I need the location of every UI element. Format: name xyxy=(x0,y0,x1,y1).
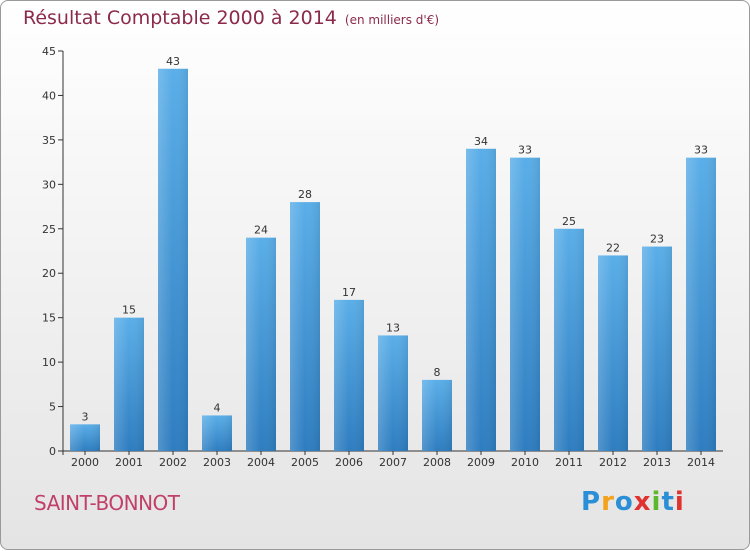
x-tick-label: 2000 xyxy=(71,456,99,469)
x-tick-label: 2010 xyxy=(511,456,539,469)
labels: 3 15 43 4 24 28 17 13 8 34 33 25 22 23 33 xyxy=(82,55,709,424)
logo-letter-1: r xyxy=(601,487,615,517)
x-tick-label: 2004 xyxy=(247,456,275,469)
bar-value-label: 23 xyxy=(650,233,664,246)
bar-shine-2006 xyxy=(334,299,364,451)
y-tick-label: 5 xyxy=(49,401,56,414)
logo-letter-6: i xyxy=(674,487,685,517)
bar-shine-2002 xyxy=(158,68,188,452)
bar-value-label: 43 xyxy=(166,55,180,68)
y-tick-label: 20 xyxy=(42,267,56,280)
bar-shine-2013 xyxy=(642,246,672,451)
bar-value-label: 13 xyxy=(386,321,400,334)
bar-value-label: 33 xyxy=(518,144,532,157)
bar-shine-2009 xyxy=(466,148,496,451)
y-tick-label: 45 xyxy=(42,45,56,58)
commune-name: SAINT-BONNOT xyxy=(34,491,180,515)
x-tick-label: 2006 xyxy=(335,456,363,469)
bar-shine-2014 xyxy=(686,157,716,451)
proxiti-logo[interactable]: Proxiti xyxy=(581,487,685,517)
bar-shine-2001 xyxy=(114,317,144,451)
bar-value-label: 15 xyxy=(122,304,136,317)
x-tick-label: 2007 xyxy=(379,456,407,469)
x-tick-label: 2009 xyxy=(467,456,495,469)
x-tick-label: 2013 xyxy=(643,456,671,469)
bar-shine-2004 xyxy=(246,237,276,451)
y-tick-label: 30 xyxy=(42,178,56,191)
logo-letter-2: o xyxy=(614,487,634,517)
logo-letter-4: i xyxy=(651,487,662,517)
bar-value-label: 33 xyxy=(694,144,708,157)
y-tick-label: 15 xyxy=(42,312,56,325)
logo-letter-3: x xyxy=(633,487,652,517)
bar-value-label: 17 xyxy=(342,286,356,299)
bar-value-label: 4 xyxy=(214,401,221,414)
bar-value-label: 25 xyxy=(562,215,576,228)
y-tick-label: 25 xyxy=(42,223,56,236)
bar-shine-2005 xyxy=(290,202,320,451)
y-tick-label: 35 xyxy=(42,134,56,147)
y-tick-label: 10 xyxy=(42,356,56,369)
x-tick-label: 2011 xyxy=(555,456,583,469)
x-tick-label: 2003 xyxy=(203,456,231,469)
x-tick-label: 2014 xyxy=(687,456,715,469)
bar-shine-2000 xyxy=(70,424,100,451)
x-tick-label: 2008 xyxy=(423,456,451,469)
bar-shine-2003 xyxy=(202,415,232,451)
bar-value-label: 3 xyxy=(82,410,89,423)
bar-value-label: 34 xyxy=(474,135,488,148)
bar-shine-2012 xyxy=(598,255,628,451)
x-tick-label: 2002 xyxy=(159,456,187,469)
bar-shine-2010 xyxy=(510,157,540,451)
bar-value-label: 8 xyxy=(434,366,441,379)
x-tick-label: 2001 xyxy=(115,456,143,469)
bars xyxy=(70,68,716,452)
x-tick-label: 2005 xyxy=(291,456,319,469)
bar-shine-2008 xyxy=(422,379,452,451)
y-tick-label: 40 xyxy=(42,89,56,102)
bar-shine-2011 xyxy=(554,228,584,451)
logo-letter-5: t xyxy=(661,487,675,517)
chart-unit: (en milliers d'€) xyxy=(344,13,440,27)
title-row: Résultat Comptable 2000 à 2014 (en millie… xyxy=(23,7,439,29)
x-tick-label: 2012 xyxy=(599,456,627,469)
y-tick-label: 0 xyxy=(49,445,56,458)
bar-value-label: 24 xyxy=(254,224,268,237)
chart-title: Résultat Comptable 2000 à 2014 xyxy=(23,7,337,29)
bar-shine-2007 xyxy=(378,335,408,451)
logo-letter-0: P xyxy=(581,487,602,517)
bar-value-label: 28 xyxy=(298,188,312,201)
bar-value-label: 22 xyxy=(606,241,620,254)
